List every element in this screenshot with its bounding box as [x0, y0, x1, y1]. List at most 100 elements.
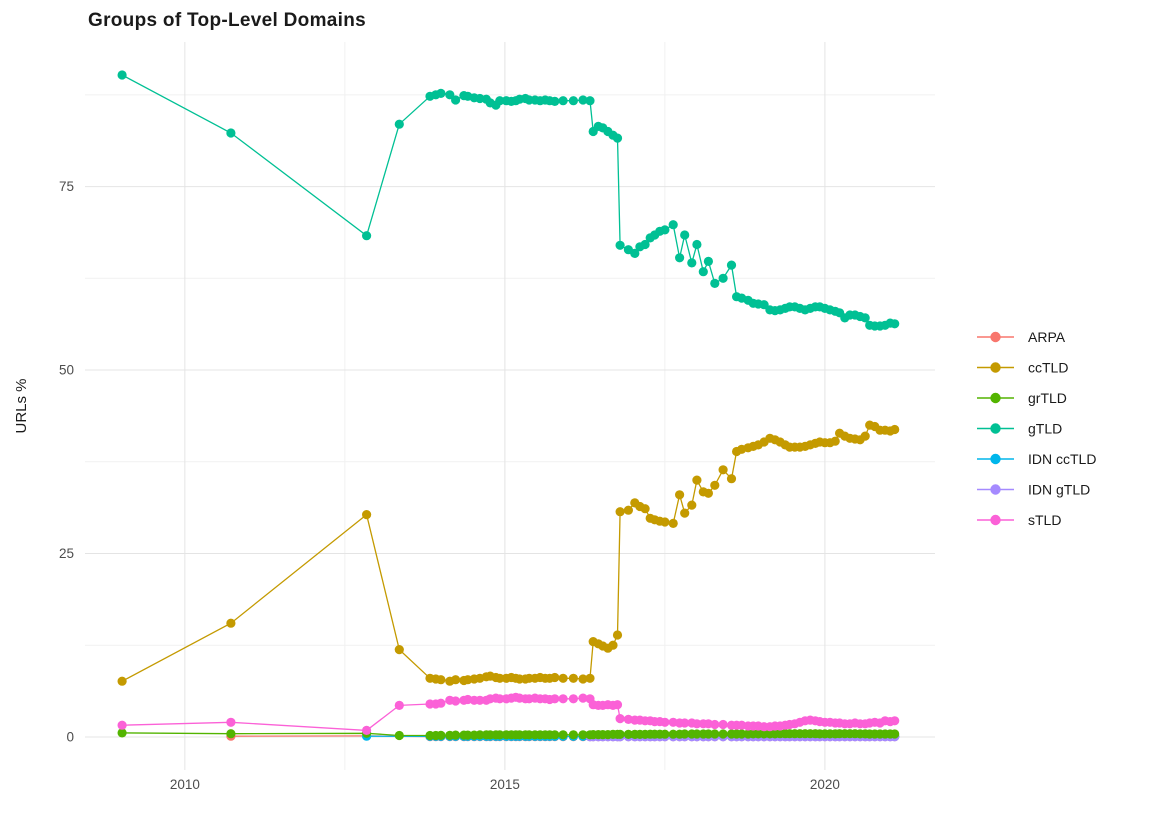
data-point	[612, 700, 623, 710]
data-point	[890, 319, 900, 329]
data-point	[860, 313, 870, 323]
data-point	[890, 729, 900, 739]
data-point	[475, 695, 485, 705]
y-tick-label: 75	[59, 179, 74, 194]
data-point	[692, 719, 702, 729]
data-point	[463, 730, 473, 740]
data-point	[117, 70, 127, 80]
data-point	[394, 730, 404, 741]
data-point	[226, 128, 236, 138]
data-point	[710, 719, 720, 730]
x-tick-label: 2020	[810, 777, 840, 792]
data-point	[668, 729, 678, 739]
series-stld	[117, 692, 900, 736]
data-point	[558, 673, 568, 683]
data-point	[451, 95, 461, 105]
data-point	[668, 518, 678, 529]
data-point	[718, 719, 728, 730]
data-point	[362, 509, 372, 520]
y-tick-label: 0	[66, 729, 74, 744]
data-point	[612, 630, 623, 640]
data-point	[675, 253, 685, 263]
data-point	[726, 260, 737, 270]
legend-key-dot	[990, 514, 1001, 526]
data-point	[550, 672, 560, 683]
data-point	[703, 488, 714, 498]
data-point	[710, 729, 720, 739]
data-point	[660, 517, 670, 527]
data-point	[578, 693, 588, 703]
data-point	[890, 716, 900, 726]
series-cctld	[117, 420, 900, 686]
data-point	[680, 718, 690, 728]
data-point	[640, 239, 650, 250]
chart-title: Groups of Top-Level Domains	[88, 10, 366, 31]
data-point	[615, 729, 625, 740]
data-point	[623, 729, 634, 740]
plot-series	[117, 70, 900, 742]
data-point	[687, 258, 697, 268]
data-point	[550, 96, 560, 106]
data-point	[703, 256, 714, 266]
legend-item: IDN ccTLD	[977, 451, 1096, 467]
legend-label: gTLD	[1028, 421, 1062, 437]
legend: ARPA ccTLD grTLD gTLD IDN ccTLD IDN gTLD sTLD	[977, 329, 1096, 528]
data-point	[394, 645, 404, 655]
legend-label: ccTLD	[1028, 360, 1068, 376]
data-point	[692, 729, 702, 739]
data-point	[726, 474, 737, 484]
data-point	[394, 119, 404, 129]
data-point	[451, 730, 461, 740]
data-point	[436, 730, 446, 741]
x-tick-label: 2015	[490, 777, 520, 792]
data-point	[718, 465, 728, 475]
legend-key-dot	[990, 453, 1001, 465]
data-point	[660, 225, 670, 235]
data-point	[718, 273, 728, 283]
data-point	[568, 96, 579, 106]
data-point	[710, 480, 720, 490]
data-point	[451, 696, 461, 706]
data-point	[668, 220, 678, 230]
legend-label: IDN gTLD	[1028, 482, 1090, 498]
legend-label: sTLD	[1028, 512, 1061, 528]
data-point	[703, 729, 714, 739]
data-point	[680, 508, 690, 518]
data-point	[226, 729, 236, 739]
data-point	[692, 475, 702, 485]
data-point	[394, 700, 404, 711]
legend-label: IDN ccTLD	[1028, 451, 1096, 467]
data-point	[578, 95, 588, 105]
data-point	[718, 729, 728, 739]
data-point	[612, 133, 623, 143]
data-point	[675, 490, 685, 500]
data-point	[451, 675, 461, 685]
y-axis-tick-labels: 0 25 50 75	[59, 179, 74, 744]
legend-key-dot	[990, 484, 1001, 495]
legend-key-dot	[990, 331, 1001, 343]
data-point	[117, 676, 127, 686]
x-tick-label: 2010	[170, 777, 200, 792]
data-point	[615, 714, 625, 724]
series-gtld	[117, 70, 900, 331]
data-point	[495, 96, 505, 106]
series-grtld	[117, 728, 900, 741]
data-point	[692, 239, 702, 250]
data-point	[737, 729, 747, 739]
legend-key-dot	[990, 362, 1001, 373]
data-point	[558, 694, 568, 704]
data-point	[568, 730, 579, 740]
legend-item: gTLD	[977, 421, 1062, 437]
data-point	[660, 717, 670, 727]
data-point	[362, 725, 372, 736]
data-point	[475, 730, 485, 740]
data-point	[608, 640, 618, 650]
data-point	[362, 231, 372, 241]
data-point	[436, 698, 446, 708]
data-point	[495, 673, 505, 683]
data-point	[558, 730, 568, 740]
x-axis-tick-labels: 2010 2015 2020	[170, 777, 840, 792]
legend-label: ARPA	[1028, 329, 1066, 345]
